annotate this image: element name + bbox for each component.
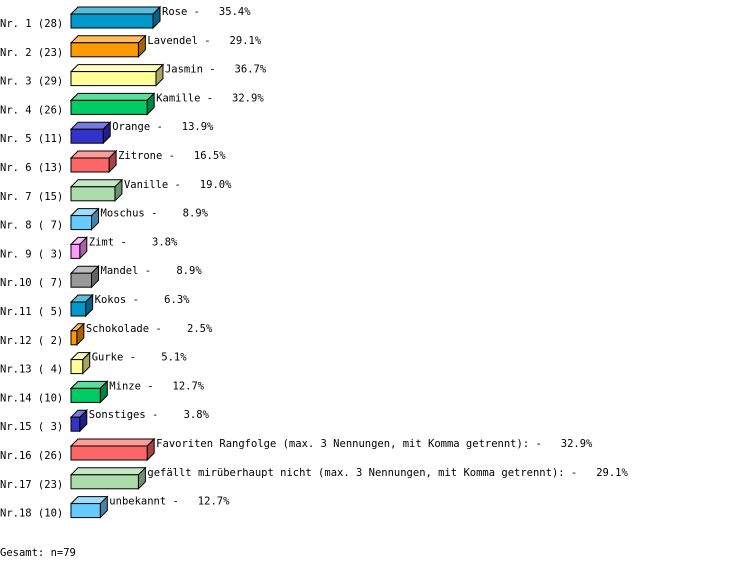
bar-value-label: unbekannt - 12.7% [109, 496, 230, 508]
bar-top [69, 179, 124, 188]
bar [70, 387, 101, 403]
row-rank-label: Nr. 7 (15) [0, 191, 63, 203]
bar [70, 128, 104, 144]
bar-value-label: Rose - 35.4% [162, 6, 251, 18]
bar [70, 71, 157, 87]
bar-top [69, 64, 165, 73]
bar-value-label: Kokos - 6.3% [95, 294, 191, 306]
bar-value-label: Schokolade - 2.5% [86, 323, 213, 335]
bar-value-label: gefällt mirüberhaupt nicht (max. 3 Nennu… [147, 467, 628, 479]
bar-top [69, 92, 156, 101]
bar-value-label: Sonstiges - 3.8% [89, 409, 210, 421]
bar [70, 13, 154, 29]
row-rank-label: Nr. 3 (29) [0, 76, 63, 88]
bar-value-label: Gurke - 5.1% [92, 352, 188, 364]
bar-value-label: Kamille - 32.9% [156, 92, 264, 104]
row-rank-label: Nr. 8 ( 7) [0, 220, 63, 232]
bar-value-label: Minze - 12.7% [109, 380, 205, 392]
bar-value-label: Jasmin - 36.7% [165, 64, 267, 76]
row-rank-label: Nr.17 (23) [0, 479, 63, 491]
row-rank-label: Nr. 6 (13) [0, 162, 63, 174]
total-label: Gesamt: n=79 [0, 547, 76, 559]
row-rank-label: Nr. 5 (11) [0, 133, 63, 145]
bar-top [69, 35, 147, 44]
row-rank-label: Nr.15 ( 3) [0, 421, 63, 433]
row-rank-label: Nr.10 ( 7) [0, 277, 63, 289]
bar-top [69, 150, 118, 159]
bar-value-label: Zimt - 3.8% [89, 236, 178, 248]
bar [70, 330, 78, 346]
row-rank-label: Nr.13 ( 4) [0, 364, 63, 376]
row-rank-label: Nr.12 ( 2) [0, 335, 63, 347]
bar-top [69, 6, 162, 15]
bar [70, 42, 139, 58]
bar-value-label: Vanille - 19.0% [124, 179, 232, 191]
bar [70, 301, 87, 317]
bar [70, 272, 93, 288]
row-rank-label: Nr.18 (10) [0, 508, 63, 520]
bar [70, 186, 116, 202]
row-rank-label: Nr.14 (10) [0, 392, 63, 404]
bar [70, 503, 101, 519]
bar-value-label: Favoriten Rangfolge (max. 3 Nennungen, m… [156, 438, 593, 450]
row-rank-label: Nr. 1 (28) [0, 18, 63, 30]
bar-value-label: Mandel - 8.9% [101, 265, 203, 277]
row-rank-label: Nr.16 (26) [0, 450, 63, 462]
bar [70, 359, 84, 375]
row-rank-label: Nr. 4 (26) [0, 104, 63, 116]
row-rank-label: Nr. 2 (23) [0, 47, 63, 59]
bar [70, 99, 148, 115]
bar-top [69, 438, 156, 447]
bar [70, 474, 139, 490]
bar [70, 157, 110, 173]
bar-value-label: Orange - 13.9% [112, 121, 214, 133]
bar-top [69, 467, 147, 476]
bar [70, 416, 81, 432]
bar-value-label: Moschus - 8.9% [101, 208, 209, 220]
row-rank-label: Nr.11 ( 5) [0, 306, 63, 318]
bar-value-label: Zitrone - 16.5% [118, 150, 226, 162]
bar [70, 243, 81, 259]
bar [70, 215, 93, 231]
row-rank-label: Nr. 9 ( 3) [0, 248, 63, 260]
bar-value-label: Lavendel - 29.1% [147, 35, 261, 47]
bar [70, 445, 148, 461]
